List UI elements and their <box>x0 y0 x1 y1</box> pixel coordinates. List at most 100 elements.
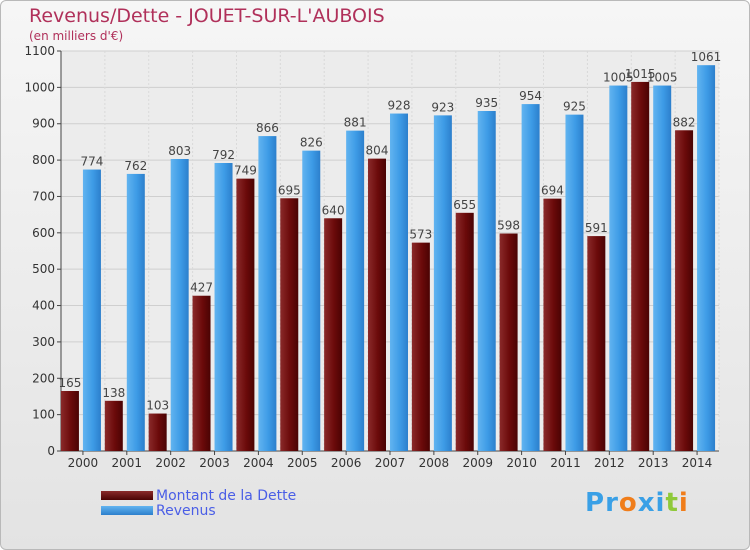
data-label-dette: 1015 <box>625 67 656 81</box>
x-tick-label: 2006 <box>331 456 362 470</box>
labels-layer: 165 774 138 762 103 803 427 792 749 866 695 826 640 8… <box>58 50 721 412</box>
y-tick-label: 900 <box>32 117 55 131</box>
bar-dette <box>455 212 474 451</box>
bar-revenus <box>82 169 101 451</box>
bar-revenus <box>214 163 233 451</box>
legend-swatch-dette <box>101 491 153 500</box>
bar-dette <box>587 236 606 451</box>
proxiti-logo: Proxiti <box>585 488 689 518</box>
bar-dette <box>192 295 211 451</box>
data-label-revenus: 762 <box>124 159 147 173</box>
data-label-dette: 804 <box>366 144 389 158</box>
bar-dette <box>324 218 343 451</box>
data-label-revenus: 826 <box>300 136 323 150</box>
logo-letter: o <box>618 488 638 518</box>
legend-label-dette: Montant de la Dette <box>156 487 297 504</box>
x-tick-label: 2010 <box>506 456 537 470</box>
x-tick-label: 2007 <box>375 456 406 470</box>
x-tick-label: 2012 <box>594 456 625 470</box>
x-tick-label: 2003 <box>199 456 230 470</box>
x-tick-label: 2005 <box>287 456 318 470</box>
bar-revenus <box>477 111 496 451</box>
chart-title: Revenus/Dette - JOUET-SUR-L'AUBOIS <box>29 5 385 27</box>
y-tick-label: 0 <box>47 444 55 458</box>
data-label-dette: 165 <box>58 376 81 390</box>
data-label-revenus: 935 <box>475 96 498 110</box>
data-label-revenus: 792 <box>212 148 235 162</box>
data-label-dette: 749 <box>234 164 257 178</box>
bar-revenus <box>433 115 452 451</box>
data-label-revenus: 866 <box>256 121 279 135</box>
x-tick-label: 2004 <box>243 456 274 470</box>
bar-dette <box>543 198 562 451</box>
bar-dette <box>104 400 123 451</box>
x-tick-label: 2008 <box>419 456 450 470</box>
bar-revenus <box>170 159 189 451</box>
x-tick-label: 2001 <box>112 456 143 470</box>
data-label-revenus: 1005 <box>603 71 634 85</box>
data-label-dette: 103 <box>146 399 169 413</box>
logo-letter: x <box>637 488 656 518</box>
bar-revenus <box>565 114 584 452</box>
logo-letter: t <box>665 488 679 518</box>
bar-dette <box>280 198 299 451</box>
y-tick-label: 400 <box>32 299 55 313</box>
legend: Montant de la Dette Revenus <box>101 487 297 519</box>
data-label-dette: 427 <box>190 281 213 295</box>
data-label-dette: 598 <box>497 219 520 233</box>
y-tick-label: 800 <box>32 153 55 167</box>
bars-layer <box>60 65 716 452</box>
bar-dette <box>148 413 167 451</box>
x-tick-label: 2002 <box>155 456 186 470</box>
legend-item-revenus: Revenus <box>101 502 296 519</box>
y-tick-label: 300 <box>32 335 55 349</box>
x-tick-label: 2000 <box>68 456 99 470</box>
bar-revenus <box>258 136 277 451</box>
x-tick-label: 2013 <box>638 456 669 470</box>
bar-revenus <box>390 113 408 451</box>
legend-label-revenus: Revenus <box>156 502 216 519</box>
bar-revenus <box>653 85 672 451</box>
bar-revenus <box>346 130 365 452</box>
data-label-dette: 591 <box>585 221 608 235</box>
x-tick-label: 2011 <box>550 456 581 470</box>
x-tick-label: 2009 <box>462 456 493 470</box>
bar-revenus <box>302 150 321 452</box>
bar-dette <box>236 178 255 452</box>
y-tick-label: 600 <box>32 226 55 240</box>
bar-dette <box>411 242 430 451</box>
bar-dette <box>631 81 650 451</box>
data-label-revenus: 881 <box>344 116 367 130</box>
bar-revenus <box>126 173 145 451</box>
logo-letter: i <box>678 488 689 518</box>
logo-letter: P <box>585 488 606 518</box>
y-tick-label: 1000 <box>24 80 55 94</box>
legend-swatch-revenus <box>101 506 153 515</box>
logo-letter: r <box>605 488 619 518</box>
y-tick-label: 1100 <box>24 44 55 58</box>
y-tick-label: 500 <box>32 262 55 276</box>
data-label-revenus: 1005 <box>647 71 678 85</box>
data-label-revenus: 928 <box>388 99 411 113</box>
data-label-dette: 694 <box>541 184 564 198</box>
bar-dette <box>60 391 79 451</box>
y-tick-label: 100 <box>32 408 55 422</box>
bar-revenus <box>521 104 540 451</box>
data-label-revenus: 774 <box>80 155 103 169</box>
data-label-revenus: 925 <box>563 100 586 114</box>
data-label-revenus: 923 <box>431 100 454 114</box>
data-label-dette: 695 <box>278 183 301 197</box>
bar-revenus <box>697 65 716 451</box>
x-tick-label: 2014 <box>682 456 713 470</box>
bar-revenus <box>609 85 628 451</box>
data-label-dette: 882 <box>673 115 696 129</box>
data-label-dette: 655 <box>453 198 476 212</box>
bar-dette <box>499 233 518 451</box>
legend-item-dette: Montant de la Dette <box>101 487 297 504</box>
bar-dette <box>675 130 694 452</box>
data-label-revenus: 1061 <box>691 50 722 64</box>
bar-dette <box>368 158 386 452</box>
logo-letter: i <box>655 488 666 518</box>
